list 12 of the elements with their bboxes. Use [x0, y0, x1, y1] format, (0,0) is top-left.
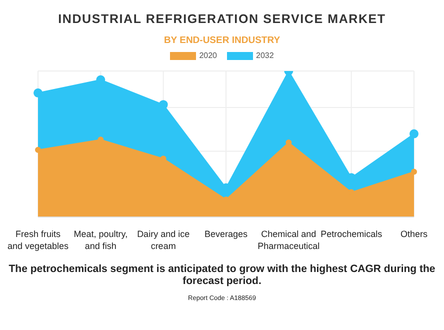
chart-subtitle: BY END-USER INDUSTRY [162, 35, 282, 46]
legend-label: 2032 [255, 51, 274, 60]
x-tick-label: Beverages [204, 229, 248, 239]
x-tick-label: Others [400, 229, 428, 239]
x-tick-label: Fresh fruits and vegetables [7, 229, 70, 251]
x-tick-label: Dairy and ice cream [137, 229, 190, 251]
x-tick-label: Petrochemicals [320, 229, 383, 239]
chart-title: INDUSTRIAL REFRIGERATION SERVICE MARKET [57, 12, 387, 26]
x-tick-label: Chemical and Pharmaceutical [258, 229, 320, 251]
text: The petrochemicals segment is anticipated to grow with the highest CAGR during the forecast period. [8, 263, 436, 287]
x-tick-label: Meat, poultry, and fish [74, 229, 128, 251]
legend-label: 2020 [198, 51, 217, 60]
